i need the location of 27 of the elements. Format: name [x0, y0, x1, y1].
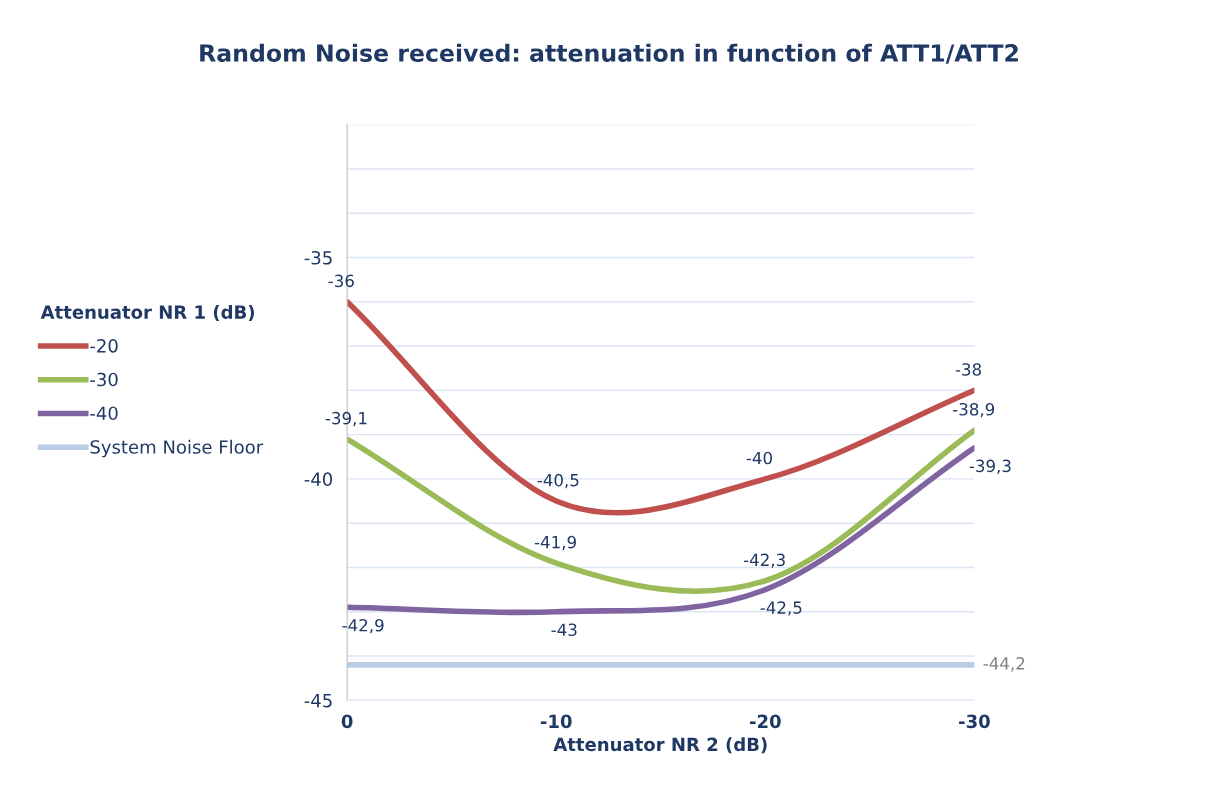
x-tick-label: 0 [341, 714, 353, 729]
data-label: -40,5 [537, 473, 579, 489]
data-label: -42,9 [342, 618, 384, 634]
data-label: -40 [746, 451, 772, 465]
data-label: -43 [551, 623, 577, 637]
data-label: -38 [955, 363, 982, 376]
data-label: -44,2 [983, 657, 1025, 672]
data-label: -42,5 [760, 601, 802, 616]
legend-label: -20 [90, 338, 118, 353]
data-label: -39,1 [325, 411, 367, 427]
data-label: -38,9 [952, 402, 995, 418]
legend-title: Attenuator NR 1 (dB) [40, 304, 254, 322]
data-label: -42,3 [743, 553, 785, 568]
legend-label: -40 [90, 406, 118, 421]
y-tick-label: -40 [304, 472, 333, 487]
x-tick-label: -30 [959, 714, 990, 729]
x-axis-title: Attenuator NR 2 (dB) [553, 737, 767, 754]
legend-label: System Noise Floor [90, 439, 264, 458]
legend-label: -30 [90, 372, 118, 387]
data-label: -39,3 [969, 459, 1011, 474]
x-tick-label: -10 [540, 714, 572, 729]
chart-title: Random Noise received: attenuation in function of ATT1/ATT2 [200, 43, 1018, 64]
data-label: -36 [328, 274, 354, 288]
y-tick-label: -45 [304, 694, 332, 708]
x-tick-label: -20 [749, 714, 781, 729]
data-label: -41,9 [534, 535, 576, 551]
y-tick-label: -35 [304, 250, 332, 265]
